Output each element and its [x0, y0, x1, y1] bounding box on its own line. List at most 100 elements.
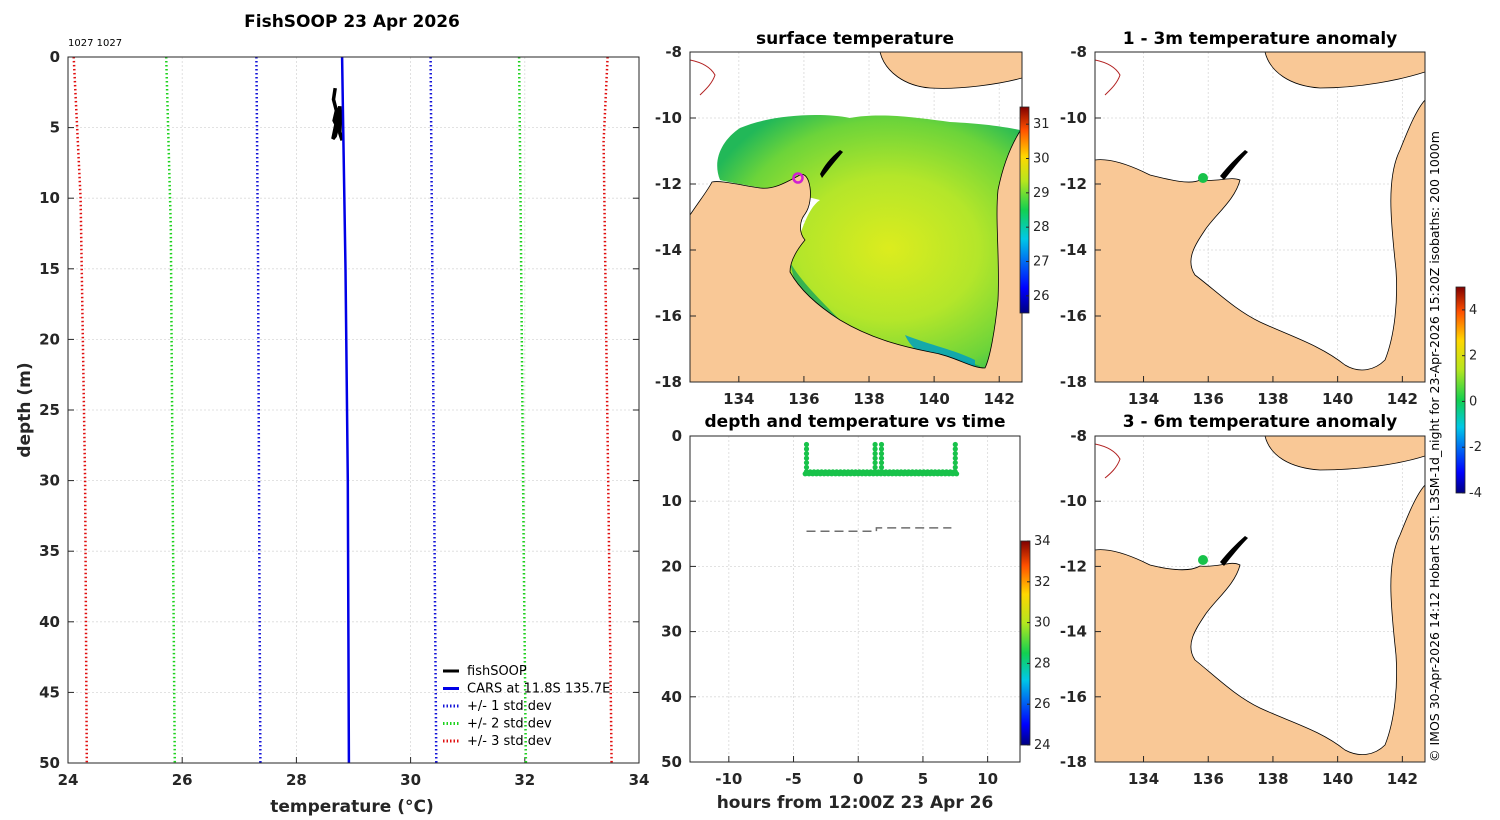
colorbar-tick-label: 30 [1033, 152, 1050, 167]
sample-point [803, 446, 810, 452]
map-y-tick-label: -18 [655, 373, 682, 391]
depth-time-ticks: -10 -5 0 5 10 0 10 20 30 40 50 [661, 427, 998, 788]
profile-y-label: depth (m) [15, 362, 35, 457]
profile-y-tick-label: 30 [39, 472, 60, 490]
map-y-tick-label: -12 [655, 175, 682, 193]
map-y-tick-label: -14 [655, 241, 682, 259]
anomaly-3-6m-point [1198, 555, 1208, 565]
map-y-tick-label: -16 [1060, 307, 1087, 325]
dt-y-tick-label: 50 [661, 753, 682, 771]
dt-x-tick-label: -5 [785, 770, 802, 788]
colorbar-tick-label: 28 [1034, 656, 1051, 671]
dt-x-tick-label: -10 [715, 770, 742, 788]
sample-point [872, 469, 878, 475]
sample-point [952, 455, 958, 461]
profile-line-1 [340, 56, 351, 764]
anomaly-3-6m-frame [1094, 435, 1426, 763]
profile-y-tick-label: 15 [39, 260, 60, 278]
sample-point [872, 451, 878, 457]
profile-series [72, 56, 613, 764]
sample-point [878, 464, 885, 470]
map-x-tick-label: 142 [1387, 770, 1418, 788]
figure-title: FishSOOP 23 Apr 2026 [244, 12, 460, 32]
profile-frame [67, 56, 640, 764]
profile-x-tick-label: 26 [172, 771, 193, 789]
anomaly-1-3m-title: 1 - 3m temperature anomaly [1123, 29, 1398, 49]
map-x-tick-label: 138 [1257, 770, 1288, 788]
sample-point [803, 464, 810, 470]
sst-title: surface temperature [756, 29, 954, 49]
sample-point [872, 455, 878, 461]
colorbar-tick-label: 30 [1034, 616, 1051, 631]
profile-y-ticks: 0 5 10 15 20 25 30 35 40 45 50 [39, 48, 639, 772]
anomaly-1-3m-map: 1 - 3m temperature anomaly 134 136 138 140 1… [1060, 29, 1426, 408]
profile-y-tick-label: 40 [39, 613, 60, 631]
depth-time-series [802, 441, 960, 532]
colorbar-tick-label: 28 [1033, 220, 1050, 235]
sample-point [803, 469, 810, 475]
map-y-tick-label: -8 [1070, 427, 1087, 445]
colorbar-tick-label: 2 [1469, 349, 1477, 364]
colorbar-tick-label: 34 [1034, 534, 1051, 549]
legend-label-3: +/- 2 std dev [467, 717, 552, 732]
legend-label-0: fishSOOP [467, 664, 527, 679]
anomaly-1-3m-ticks: 134 136 138 140 142 -8 -10 -12 -14 -16 -18 [1060, 43, 1418, 408]
map-y-tick-label: -16 [1060, 688, 1087, 706]
sample-point [803, 455, 810, 461]
anomaly-1-3m-point [1198, 173, 1208, 183]
map-x-tick-label: 140 [1322, 770, 1353, 788]
profile-y-tick-label: 20 [39, 330, 60, 348]
dt-x-tick-label: 10 [977, 770, 998, 788]
sample-point [878, 451, 885, 457]
profile-y-tick-label: 10 [39, 189, 60, 207]
map-x-tick-label: 136 [1193, 770, 1224, 788]
profile-chart: FishSOOP 23 Apr 2026 1027 1027 24 26 28 30 3… [15, 12, 649, 817]
profile-line-2-upper [429, 56, 438, 764]
depth-time-frame [689, 435, 1021, 763]
depth-time-colorbar [1020, 540, 1031, 746]
map-y-tick-label: -10 [1060, 109, 1087, 127]
anomaly-3-6m-ticks: 134 136 138 140 142 -8 -10 -12 -14 -16 -18 [1060, 427, 1418, 788]
map-y-tick-label: -10 [1060, 492, 1087, 510]
sst-colorbar [1019, 106, 1030, 314]
map-x-tick-label: 134 [723, 390, 754, 408]
profile-y-tick-label: 45 [39, 683, 60, 701]
colorbar-tick-label: 27 [1033, 255, 1050, 270]
map-y-tick-label: -12 [1060, 175, 1087, 193]
map-y-tick-label: -18 [1060, 373, 1087, 391]
dt-y-tick-label: 10 [661, 492, 682, 510]
sample-point [803, 451, 810, 457]
profile-x-tick-label: 28 [286, 771, 307, 789]
profile-y-tick-label: 5 [50, 119, 60, 137]
colorbar-tick-label: 31 [1033, 117, 1050, 132]
map-y-tick-label: -10 [655, 109, 682, 127]
colorbar-tick-label: -2 [1469, 440, 1482, 455]
legend-label-4: +/- 3 std dev [467, 734, 552, 749]
map-x-tick-label: 136 [788, 390, 819, 408]
sample-point [878, 460, 885, 466]
depth-time-grid [690, 435, 1020, 763]
sample-point [878, 469, 885, 475]
bottom-depth-line [806, 527, 952, 532]
map-y-tick-label: -14 [1060, 241, 1087, 259]
profile-x-label: temperature (°C) [270, 797, 434, 817]
profile-x-tick-label: 34 [629, 771, 650, 789]
sst-land [690, 52, 1022, 382]
dt-y-tick-label: 40 [661, 688, 682, 706]
dt-y-tick-label: 30 [661, 623, 682, 641]
colorbar-tick-label: 0 [1469, 394, 1477, 409]
profile-y-tick-label: 50 [39, 754, 60, 772]
dt-y-tick-label: 0 [672, 427, 682, 445]
dt-x-tick-label: 5 [918, 770, 928, 788]
map-y-tick-label: -18 [1060, 753, 1087, 771]
profile-x-ticks: 24 26 28 30 32 34 [58, 757, 650, 789]
profile-line-4-upper [602, 56, 613, 764]
depth-time-colorbar-ticks: 34 32 30 28 26 24 [1027, 534, 1051, 753]
dt-x-tick-label: 0 [853, 770, 863, 788]
colorbar-tick-label: -4 [1469, 486, 1482, 501]
depth-time-chart: depth and temperature vs time -10 -5 0 5 10 0… [661, 412, 1050, 813]
anomaly-colorbar [1455, 286, 1466, 494]
sst-ticks: 134 136 138 140 142 -8 -10 -12 -14 -16 -18 [655, 43, 1015, 408]
sample-point [803, 460, 810, 466]
